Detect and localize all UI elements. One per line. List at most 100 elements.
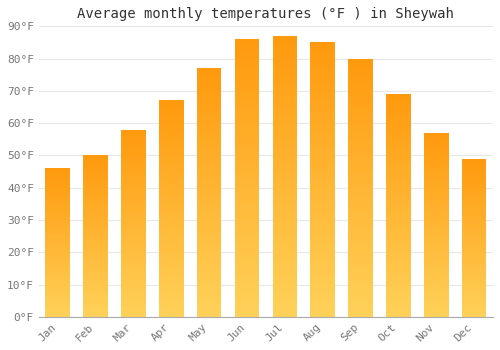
Bar xyxy=(310,64,335,66)
Bar xyxy=(348,135,373,136)
Bar xyxy=(462,247,486,248)
Bar xyxy=(310,192,335,193)
Bar xyxy=(348,131,373,132)
Bar xyxy=(386,310,410,311)
Bar xyxy=(462,281,486,282)
Bar xyxy=(121,235,146,236)
Bar xyxy=(197,164,222,165)
Bar xyxy=(424,180,448,181)
Bar xyxy=(386,239,410,240)
Bar xyxy=(84,243,108,244)
Bar xyxy=(424,236,448,237)
Bar xyxy=(84,188,108,189)
Bar xyxy=(46,238,70,239)
Bar xyxy=(46,305,70,306)
Bar xyxy=(234,111,260,113)
Bar xyxy=(310,52,335,54)
Bar xyxy=(84,180,108,181)
Bar xyxy=(121,146,146,147)
Bar xyxy=(121,196,146,197)
Bar xyxy=(272,278,297,279)
Bar xyxy=(197,134,222,135)
Bar xyxy=(46,271,70,272)
Bar xyxy=(424,313,448,314)
Bar xyxy=(84,186,108,187)
Bar xyxy=(159,188,184,189)
Bar xyxy=(386,102,410,103)
Bar xyxy=(234,113,260,114)
Bar xyxy=(310,299,335,300)
Bar xyxy=(84,214,108,215)
Bar xyxy=(197,310,222,312)
Bar xyxy=(84,221,108,222)
Bar xyxy=(424,169,448,170)
Bar xyxy=(272,178,297,179)
Bar xyxy=(310,145,335,147)
Bar xyxy=(386,252,410,253)
Bar xyxy=(348,84,373,86)
Bar xyxy=(348,214,373,215)
Bar xyxy=(234,313,260,314)
Bar xyxy=(234,222,260,224)
Bar xyxy=(272,157,297,158)
Bar xyxy=(46,210,70,211)
Bar xyxy=(462,220,486,221)
Bar xyxy=(310,207,335,208)
Bar xyxy=(424,182,448,183)
Bar xyxy=(234,216,260,217)
Bar xyxy=(348,100,373,101)
Bar xyxy=(462,160,486,161)
Bar xyxy=(272,255,297,257)
Bar xyxy=(234,246,260,247)
Bar xyxy=(462,248,486,249)
Bar xyxy=(197,265,222,266)
Bar xyxy=(121,228,146,229)
Bar xyxy=(386,304,410,306)
Bar xyxy=(272,153,297,154)
Bar xyxy=(310,136,335,137)
Bar xyxy=(386,294,410,296)
Bar xyxy=(348,106,373,108)
Bar xyxy=(310,275,335,277)
Bar xyxy=(234,257,260,259)
Bar xyxy=(272,217,297,218)
Bar xyxy=(348,92,373,93)
Bar xyxy=(386,236,410,237)
Bar xyxy=(197,139,222,140)
Bar xyxy=(386,174,410,175)
Bar xyxy=(84,206,108,207)
Bar xyxy=(272,79,297,81)
Bar xyxy=(234,189,260,190)
Bar xyxy=(234,182,260,183)
Bar xyxy=(310,314,335,315)
Bar xyxy=(234,135,260,136)
Bar xyxy=(386,285,410,286)
Bar xyxy=(424,150,448,151)
Bar xyxy=(348,132,373,133)
Bar xyxy=(121,195,146,196)
Bar xyxy=(462,277,486,278)
Bar xyxy=(272,121,297,123)
Bar xyxy=(84,251,108,252)
Bar xyxy=(46,268,70,269)
Bar xyxy=(197,179,222,180)
Bar xyxy=(84,303,108,304)
Bar xyxy=(121,152,146,153)
Bar xyxy=(234,196,260,197)
Bar xyxy=(234,271,260,272)
Bar xyxy=(424,284,448,285)
Bar xyxy=(234,186,260,188)
Bar xyxy=(272,42,297,43)
Bar xyxy=(348,239,373,240)
Bar xyxy=(386,123,410,124)
Bar xyxy=(310,130,335,132)
Bar xyxy=(424,138,448,139)
Bar xyxy=(234,147,260,149)
Bar xyxy=(272,40,297,42)
Bar xyxy=(462,237,486,238)
Bar xyxy=(386,173,410,174)
Bar xyxy=(424,285,448,286)
Bar xyxy=(197,108,222,109)
Bar xyxy=(84,269,108,270)
Bar xyxy=(386,186,410,187)
